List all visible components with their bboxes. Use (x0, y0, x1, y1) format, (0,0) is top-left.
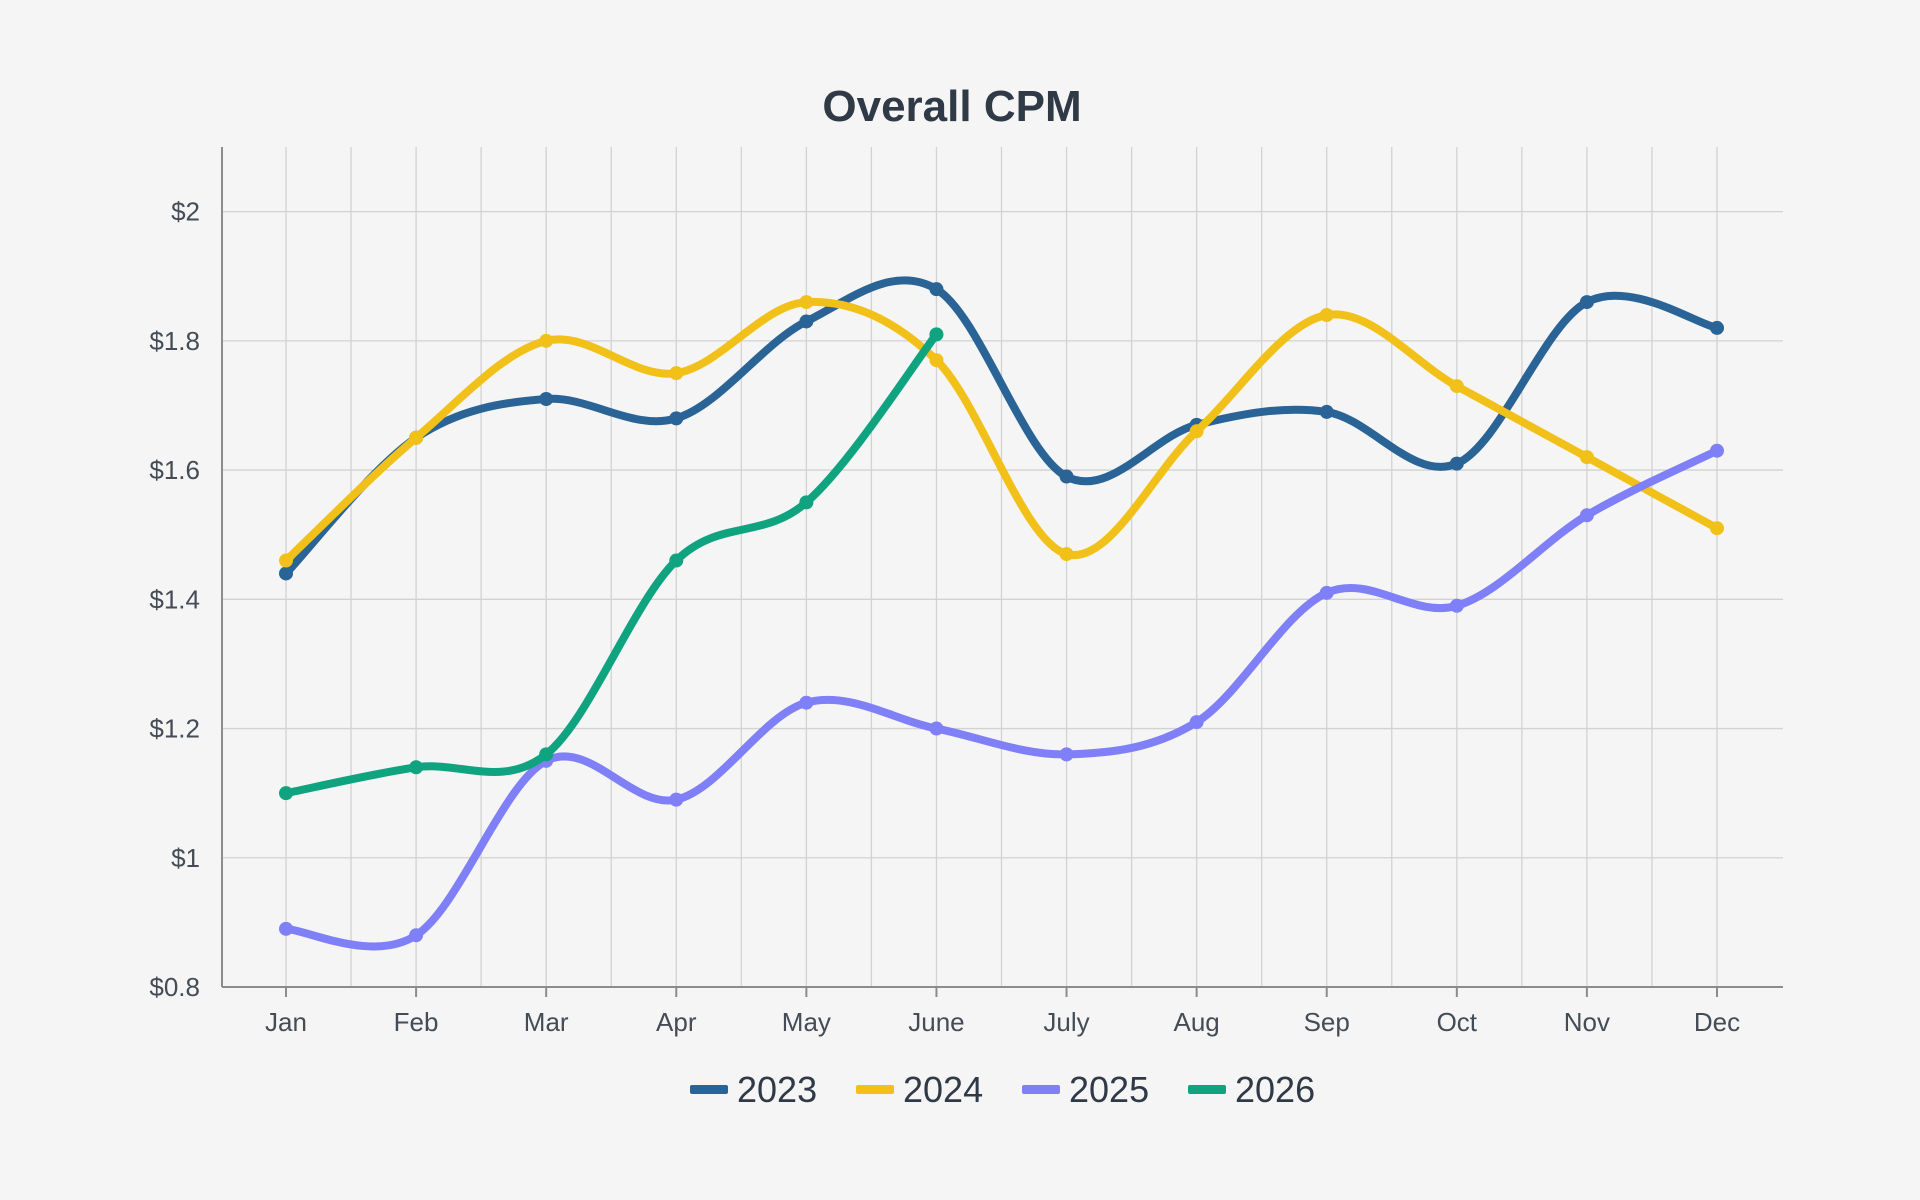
legend-item-2024[interactable]: 2024 (856, 1069, 983, 1110)
data-point-2026-Jan[interactable] (279, 786, 293, 801)
data-point-2024-Sep[interactable] (1319, 308, 1334, 322)
axes-layer: $0.8 $1 $1.2 $1.4 $1.6 $1.8 $2 Jan Feb Mar Apr May J… (149, 147, 1783, 1037)
data-point-2026-Mar[interactable] (539, 747, 554, 762)
data-point-2026-May[interactable] (799, 495, 814, 510)
data-point-2025-Sep[interactable] (1319, 585, 1334, 600)
x-tick-label: Aug (1174, 1007, 1220, 1037)
data-point-2025-Oct[interactable] (1449, 598, 1464, 613)
x-tick-label: Sep (1304, 1007, 1350, 1037)
x-tick-label: Dec (1694, 1007, 1740, 1037)
data-point-2024-May[interactable] (799, 295, 814, 310)
y-tick-label: $1.8 (149, 326, 200, 356)
x-tick-label: Jan (265, 1007, 307, 1037)
data-point-2023-Oct[interactable] (1449, 456, 1464, 471)
data-point-2024-Dec[interactable] (1710, 521, 1724, 536)
legend-label-2025: 2025 (1069, 1069, 1149, 1110)
grid-layer (222, 147, 1783, 987)
legend-label-2023: 2023 (737, 1069, 817, 1110)
x-tick-label: June (908, 1007, 964, 1037)
legend-item-2023[interactable]: 2023 (690, 1069, 817, 1110)
data-point-2024-Mar[interactable] (539, 333, 554, 348)
data-point-2023-July[interactable] (1059, 469, 1074, 484)
series-2025 (279, 443, 1724, 951)
data-point-2025-Dec[interactable] (1710, 443, 1724, 458)
chart-title: Overall CPM (822, 82, 1081, 131)
data-point-2026-Apr[interactable] (669, 553, 684, 568)
y-tick-label: $1 (171, 843, 200, 873)
data-point-2024-Jan[interactable] (279, 553, 293, 568)
data-point-2024-Oct[interactable] (1449, 379, 1464, 394)
legend-swatch-2024 (856, 1085, 894, 1094)
x-tick-label: Oct (1437, 1007, 1478, 1037)
legend-item-2025[interactable]: 2025 (1022, 1069, 1149, 1110)
data-point-2025-Apr[interactable] (669, 792, 684, 807)
data-point-2023-May[interactable] (799, 314, 814, 329)
data-point-2024-Aug[interactable] (1189, 424, 1204, 439)
data-point-2024-Nov[interactable] (1579, 450, 1594, 465)
data-point-2025-Feb[interactable] (409, 928, 424, 943)
data-point-2024-July[interactable] (1059, 547, 1074, 562)
x-tick-label: Nov (1564, 1007, 1610, 1037)
data-point-2023-Nov[interactable] (1579, 295, 1594, 310)
data-point-2025-Aug[interactable] (1189, 715, 1204, 730)
y-tick-label: $2 (171, 197, 200, 227)
data-point-2023-Sep[interactable] (1319, 404, 1334, 419)
data-point-2025-Nov[interactable] (1579, 508, 1594, 523)
data-point-2025-June[interactable] (929, 721, 944, 736)
legend-label-2026: 2026 (1235, 1069, 1315, 1110)
data-point-2024-Apr[interactable] (669, 366, 684, 381)
data-point-2026-June[interactable] (929, 327, 944, 342)
x-tick-label: May (782, 1007, 831, 1037)
y-tick-label: $1.2 (149, 714, 200, 744)
data-point-2026-Feb[interactable] (409, 760, 424, 775)
x-tick-label: Feb (394, 1007, 439, 1037)
legend-swatch-2026 (1188, 1085, 1226, 1094)
data-point-2023-Jan[interactable] (279, 566, 293, 581)
y-tick-label: $1.6 (149, 455, 200, 485)
data-point-2024-Feb[interactable] (409, 430, 424, 445)
series-layer (279, 276, 1724, 951)
data-point-2023-Dec[interactable] (1710, 320, 1724, 335)
series-2026 (279, 327, 944, 801)
data-point-2025-May[interactable] (799, 695, 814, 710)
series-2024 (279, 295, 1724, 568)
legend[interactable]: 2023 2024 2025 2026 (690, 1069, 1315, 1110)
data-point-2025-Jan[interactable] (279, 921, 293, 936)
data-point-2023-June[interactable] (929, 282, 944, 297)
data-point-2025-July[interactable] (1059, 747, 1074, 762)
legend-swatch-2025 (1022, 1085, 1060, 1094)
data-point-2023-Mar[interactable] (539, 392, 554, 406)
legend-swatch-2023 (690, 1085, 728, 1094)
data-point-2024-June[interactable] (929, 353, 944, 368)
legend-item-2026[interactable]: 2026 (1188, 1069, 1315, 1110)
y-tick-label: $0.8 (149, 972, 200, 1002)
x-tick-label: July (1043, 1007, 1089, 1037)
series-line-2025 (282, 446, 1721, 951)
data-point-2023-Apr[interactable] (669, 411, 684, 426)
legend-label-2024: 2024 (903, 1069, 983, 1110)
x-tick-label: Mar (524, 1007, 569, 1037)
x-tick-label: Apr (656, 1007, 697, 1037)
y-tick-label: $1.4 (149, 584, 200, 614)
